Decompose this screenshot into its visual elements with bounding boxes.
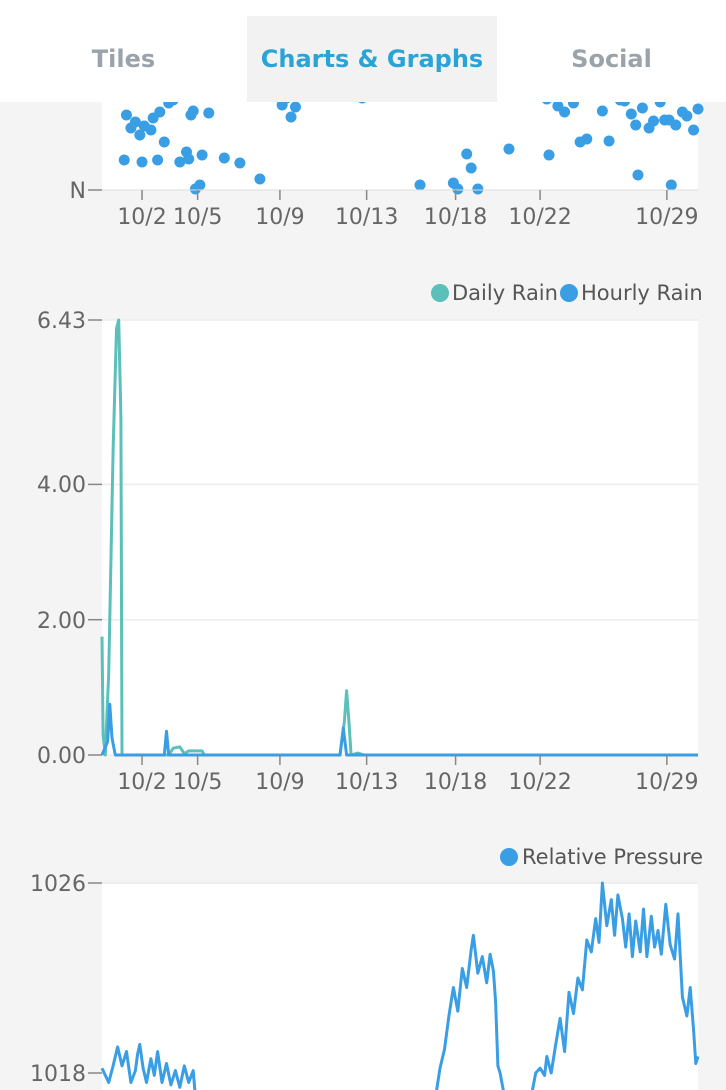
pressure-plot-area [102, 883, 698, 1090]
scatter-point [118, 154, 130, 166]
x-tick-label: 10/2 [117, 770, 166, 795]
y-tick-label: 2.00 [37, 609, 86, 634]
scatter-point [632, 169, 644, 181]
x-tick-label: 10/5 [173, 770, 222, 795]
scatter-point [158, 136, 170, 148]
scatter-point [254, 173, 266, 185]
hourly-rain-series-line [100, 702, 698, 757]
tab-bar: Tiles Charts & Graphs Social [0, 0, 726, 102]
legend-relative-pressure-label[interactable]: Relative Pressure [522, 845, 703, 869]
scatter-point [285, 111, 297, 123]
scatter-point [187, 105, 199, 117]
x-tick-label: 10/22 [508, 770, 571, 795]
scatter-point [581, 133, 593, 145]
y-tick-label: 6.43 [37, 309, 86, 334]
scatter-point [465, 162, 477, 174]
scatter-point [452, 183, 464, 195]
scatter-point [289, 101, 301, 113]
scatter-point [120, 109, 132, 121]
tab-charts-graphs[interactable]: Charts & Graphs [247, 16, 497, 102]
rain-y-axis: 6.43 4.00 2.00 0.00 [37, 309, 86, 769]
scatter-point [559, 106, 571, 118]
scatter-point [681, 110, 693, 122]
scatter-point [234, 157, 246, 169]
rain-line-chart: Daily Rain Hourly Rain 6.43 4.00 2.00 0.… [37, 281, 703, 795]
scatter-point [636, 102, 648, 114]
x-tick-label: 10/18 [424, 770, 487, 795]
y-tick-label: 0.00 [37, 744, 86, 769]
scatter-point [129, 116, 141, 128]
scatter-point [136, 156, 148, 168]
x-tick-label: 10/13 [335, 205, 398, 230]
scatter-point [596, 105, 608, 117]
scatter-point [665, 179, 677, 191]
x-tick-label: 10/9 [255, 205, 304, 230]
y-tick-label: 4.00 [37, 473, 86, 498]
x-tick-label: 10/29 [635, 205, 698, 230]
scatter-point [152, 154, 164, 166]
scatter-point [154, 106, 166, 118]
scatter-point [174, 156, 186, 168]
scatter-point [670, 119, 682, 131]
x-axis: 10/2 10/5 10/9 10/13 10/18 10/22 10/29 [117, 190, 699, 230]
scatter-point [461, 148, 473, 160]
x-tick-label: 10/5 [173, 205, 222, 230]
scatter-point [134, 129, 146, 141]
scatter-point [648, 115, 660, 127]
x-tick-label: 10/18 [424, 205, 487, 230]
scatter-point [218, 152, 230, 164]
scatter-point [183, 153, 195, 165]
legend-daily-rain-marker [431, 284, 449, 302]
y-tick-label: 1026 [30, 872, 86, 897]
x-tick-label: 10/22 [508, 205, 571, 230]
scatter-point [145, 124, 157, 136]
scatter-point [203, 107, 215, 119]
rain-x-axis: 10/2 10/5 10/9 10/13 10/18 10/22 10/29 [117, 755, 699, 795]
x-tick-label: 10/9 [255, 770, 304, 795]
scatter-point [625, 108, 637, 120]
x-tick-label: 10/29 [635, 770, 698, 795]
scatter-point [630, 119, 642, 131]
scatter-point [414, 179, 426, 191]
tab-tiles[interactable]: Tiles [91, 45, 156, 73]
scatter-point [196, 149, 208, 161]
relative-pressure-series-line [100, 881, 700, 1090]
scatter-point [503, 143, 515, 155]
x-tick-label: 10/2 [117, 205, 166, 230]
y-tick-label: 1018 [30, 1062, 86, 1087]
x-tick-label: 10/13 [335, 770, 398, 795]
scatter-point [688, 124, 700, 136]
scatter-point [472, 183, 484, 195]
legend-daily-rain-label[interactable]: Daily Rain [452, 281, 558, 305]
scatter-point [692, 103, 704, 115]
scatter-point [603, 135, 615, 147]
daily-rain-series-line [100, 318, 698, 757]
y-tick-label: N [70, 179, 86, 204]
scatter-point [543, 149, 555, 161]
legend-hourly-rain-label[interactable]: Hourly Rain [581, 281, 703, 305]
rain-plot-area [102, 320, 698, 755]
tab-social[interactable]: Social [571, 45, 652, 73]
scatter-point [194, 179, 206, 191]
legend-relative-pressure-marker [500, 848, 518, 866]
relative-pressure-line-chart: Relative Pressure 1026 1018 [30, 845, 703, 1090]
legend-hourly-rain-marker [560, 284, 578, 302]
